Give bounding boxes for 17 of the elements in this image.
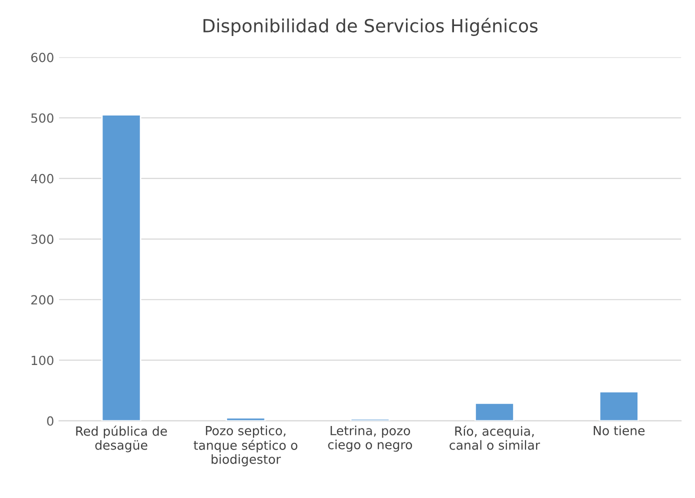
y-tick-label: 0 — [47, 416, 54, 426]
x-tick-label: Pozo septico, tanque séptico o biodigestor — [194, 426, 298, 466]
y-tick-label: 400 — [30, 174, 54, 184]
y-tick-label: 500 — [31, 113, 54, 123]
bar — [226, 417, 266, 421]
bar — [598, 391, 639, 421]
bar — [101, 114, 142, 421]
y-tick-label: 200 — [31, 295, 54, 305]
chart-title: Disponibilidad de Servicios Higénicos — [204, 18, 538, 36]
bar — [474, 402, 514, 421]
y-tick-label: 300 — [31, 234, 54, 244]
x-tick-label: No tiene — [594, 426, 645, 436]
y-tick-label: 600 — [31, 52, 54, 62]
x-tick-label: Red pública de desagüe — [76, 426, 167, 452]
x-tick-label: Río, acequia, canal o similar — [450, 426, 540, 450]
y-tick-label: 100 — [32, 356, 54, 366]
x-tick-label: Letrina, pozo ciego o negro — [328, 426, 412, 452]
